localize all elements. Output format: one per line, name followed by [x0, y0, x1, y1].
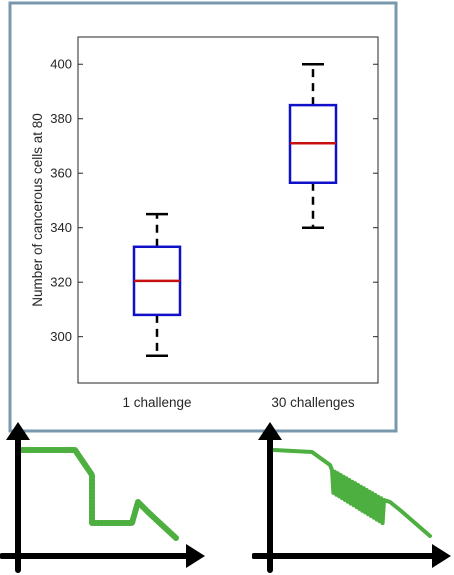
y-tick-label: 320 — [50, 275, 72, 290]
x-axis-labels: 1 challenge 30 challenges — [122, 395, 354, 410]
box-1 — [132, 212, 182, 358]
sketch-x-arrow-icon — [432, 544, 451, 568]
y-tick-label: 380 — [50, 111, 72, 126]
plot-area — [77, 36, 379, 384]
sketch-x-arrow-icon — [186, 544, 205, 568]
chart-frame — [8, 1, 398, 433]
y-tick-label: 400 — [50, 57, 72, 72]
x-tick-label: 1 challenge — [122, 395, 191, 410]
y-tick-label: 300 — [50, 329, 72, 344]
sketch-single-challenge — [0, 422, 205, 573]
y-axis-ticks: 300 320 340 360 380 400 — [50, 57, 378, 344]
y-tick-label: 340 — [50, 220, 72, 235]
sketch-y-arrow-icon — [6, 422, 30, 440]
y-tick-label: 360 — [50, 166, 72, 181]
sketch-curve — [19, 447, 179, 541]
x-tick-label: 30 challenges — [271, 395, 355, 410]
box-group — [132, 62, 338, 358]
sketch-y-arrow-icon — [258, 422, 282, 440]
sketch-thirty-challenges — [252, 422, 451, 573]
box-2 — [288, 62, 338, 229]
boxplot-chart: 300 320 340 360 380 400 1 challenge 30 challen… — [8, 1, 398, 433]
sketch-curve — [272, 448, 432, 538]
y-axis-label: Number of cancerous cells at 80 — [30, 113, 45, 307]
